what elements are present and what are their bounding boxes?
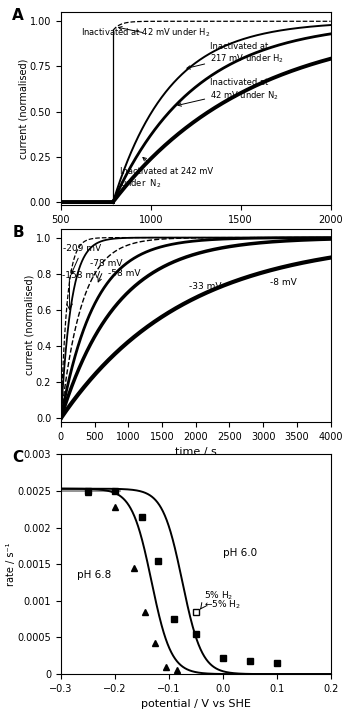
Text: -158 mV: -158 mV xyxy=(62,271,100,280)
Text: A: A xyxy=(13,9,24,23)
Text: pH 6.0: pH 6.0 xyxy=(223,548,257,558)
Text: $←$5% H$_2$: $←$5% H$_2$ xyxy=(204,598,241,611)
Text: -8 mV: -8 mV xyxy=(270,278,296,287)
Text: Inactivated at
42 mV under N$_2$: Inactivated at 42 mV under N$_2$ xyxy=(178,79,279,106)
Text: 5% H$_2$: 5% H$_2$ xyxy=(204,590,233,602)
Text: Inactivated at 242 mV
under  N$_2$: Inactivated at 242 mV under N$_2$ xyxy=(120,157,213,190)
Text: Inactivated at 42 mV under H$_2$: Inactivated at 42 mV under H$_2$ xyxy=(81,27,210,40)
X-axis label: potential / V vs SHE: potential / V vs SHE xyxy=(141,699,251,709)
X-axis label: time / s: time / s xyxy=(175,447,216,457)
Text: pH 6.8: pH 6.8 xyxy=(77,570,111,580)
Text: -209 mV: -209 mV xyxy=(63,244,102,274)
X-axis label: time / s: time / s xyxy=(175,231,216,241)
Y-axis label: rate / s⁻¹: rate / s⁻¹ xyxy=(6,542,16,586)
Y-axis label: current (normalised): current (normalised) xyxy=(18,58,28,159)
Text: Inactivated at
217 mV under H$_2$: Inactivated at 217 mV under H$_2$ xyxy=(187,42,284,69)
Text: -33 mV: -33 mV xyxy=(189,282,222,291)
Text: C: C xyxy=(13,450,23,465)
Text: -58 mV: -58 mV xyxy=(108,269,141,278)
Text: B: B xyxy=(13,225,24,239)
Text: -78 mV: -78 mV xyxy=(90,260,122,282)
Y-axis label: current (normalised): current (normalised) xyxy=(24,275,34,376)
